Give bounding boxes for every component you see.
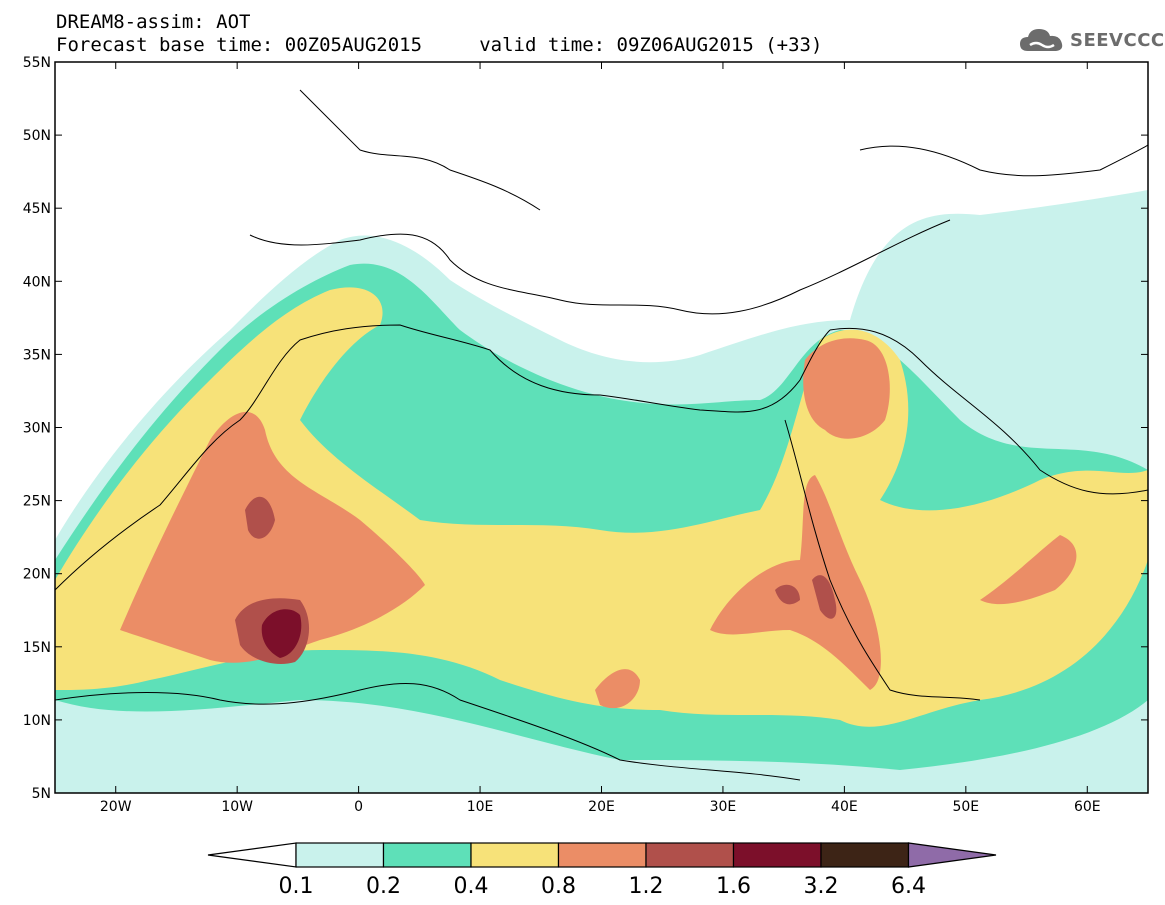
colorbar-label: 0.8	[541, 874, 576, 899]
longitude-labels: 20W 10W 0 10E 20E 30E 40E 50E 60E	[100, 799, 1101, 815]
axis-ticks	[55, 61, 1148, 794]
colorbar-label: 0.4	[454, 874, 489, 899]
map-subtitle: Forecast base time: 00Z05AUG2015 valid t…	[56, 34, 823, 56]
colorbar-label: 1.6	[716, 874, 751, 899]
lon-label: 10W	[221, 799, 253, 815]
lat-label: 15N	[23, 640, 51, 656]
lon-label: 40E	[831, 799, 858, 815]
lat-label: 45N	[23, 201, 51, 217]
colorbar-box	[470, 842, 560, 868]
map-title: DREAM8-assim: AOT	[56, 11, 251, 33]
lat-label: 25N	[23, 494, 51, 510]
colorbar-label: 0.1	[279, 874, 314, 899]
colorbar-box	[295, 842, 385, 868]
lon-label: 30E	[710, 799, 737, 815]
colorbar-boxes	[207, 842, 997, 868]
cloud-icon	[1020, 29, 1063, 51]
colorbar-label: 6.4	[891, 874, 926, 899]
lat-label: 30N	[23, 421, 51, 437]
seevccc-logo: SEEVCCC	[1018, 22, 1165, 58]
colorbar-box	[382, 842, 472, 868]
colorbar-labels: 0.1 0.2 0.4 0.8 1.2 1.6 3.2 6.4	[279, 874, 927, 899]
lon-label: 0	[354, 799, 363, 815]
coastlines	[55, 89, 1148, 781]
colorbar-over-arrow	[907, 842, 997, 868]
aot-contours	[55, 89, 1148, 793]
colorbar-box	[557, 842, 647, 868]
colorbar-box	[820, 842, 910, 868]
lat-label: 40N	[23, 274, 51, 290]
lon-label: 60E	[1074, 799, 1101, 815]
lat-label: 20N	[23, 567, 51, 583]
lon-label: 50E	[952, 799, 979, 815]
aot-map: 55N 50N 45N 40N 35N 30N 25N 20N 15N 10N 5N 20W 10W 0…	[23, 55, 1149, 815]
aot-band-1.6	[261, 609, 302, 658]
colorbar-box	[645, 842, 735, 868]
colorbar-box	[732, 842, 822, 868]
logo-text: SEEVCCC	[1070, 29, 1165, 51]
lat-label: 55N	[23, 55, 51, 71]
lat-label: 5N	[32, 786, 51, 802]
lon-label: 20W	[100, 799, 132, 815]
aot-band-1.2	[235, 496, 837, 665]
latitude-labels: 55N 50N 45N 40N 35N 30N 25N 20N 15N 10N 5N	[23, 55, 51, 802]
lat-label: 50N	[23, 128, 51, 144]
lon-label: 20E	[588, 799, 615, 815]
lat-label: 35N	[23, 347, 51, 363]
colorbar-label: 3.2	[804, 874, 839, 899]
colorbar-label: 0.2	[366, 874, 401, 899]
aot-band-0.8	[120, 338, 1077, 709]
colorbar-under-arrow	[207, 842, 297, 868]
lon-label: 10E	[467, 799, 494, 815]
lat-label: 10N	[23, 713, 51, 729]
colorbar-label: 1.2	[629, 874, 664, 899]
